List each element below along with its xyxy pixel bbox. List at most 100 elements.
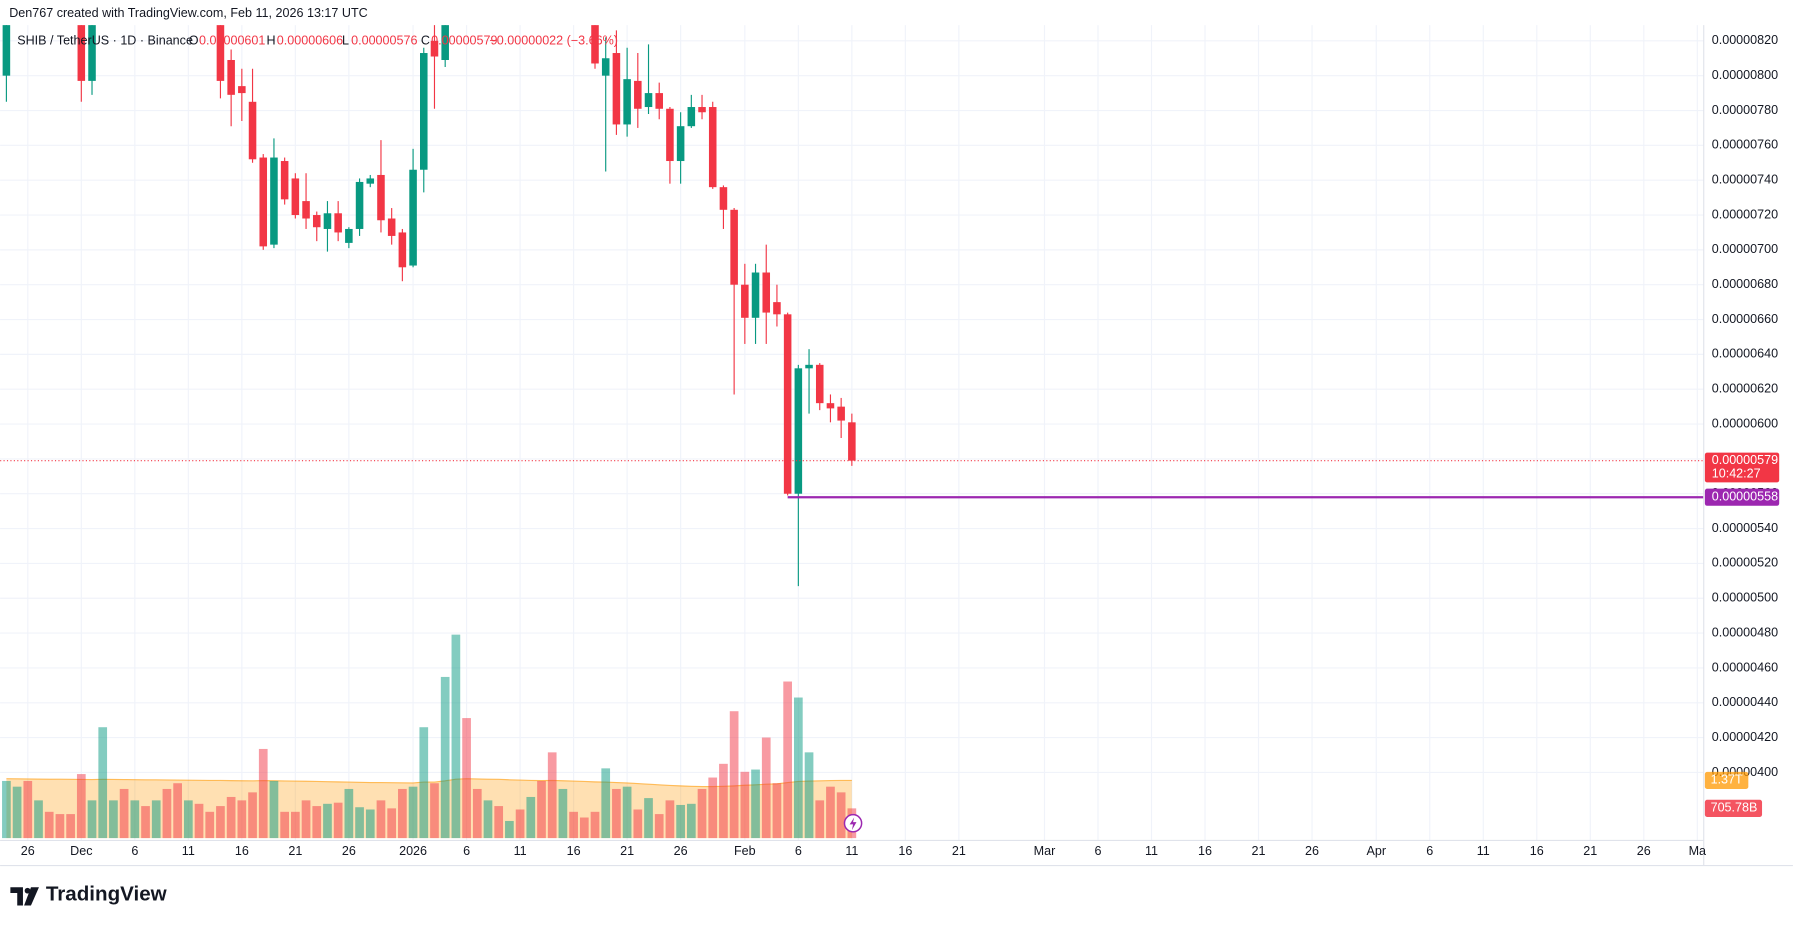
- x-tick-label: 16: [567, 844, 581, 858]
- y-tick-label: 0.00000500: [1712, 591, 1778, 605]
- y-tick-label: 0.00000640: [1712, 347, 1778, 361]
- volume-bar: [23, 780, 33, 839]
- volume-bar: [387, 808, 397, 839]
- x-tick-label: 6: [1094, 844, 1101, 858]
- last-price-label: 0.00000579: [1712, 453, 1778, 467]
- volume-bar: [644, 798, 653, 839]
- candle-body: [762, 272, 771, 313]
- x-tick-label: 6: [795, 844, 802, 858]
- x-tick-label: 11: [1145, 844, 1158, 858]
- volume-tag: [1704, 799, 1763, 817]
- x-tick-label: Mar: [1034, 844, 1056, 858]
- brand-logo: TradingView: [10, 883, 168, 906]
- x-tick-label: 21: [952, 844, 966, 858]
- x-tick-label: 11: [1477, 844, 1490, 858]
- ohlc-value: 0.00000576: [351, 33, 417, 47]
- candle-body: [815, 364, 824, 404]
- price-axis-panel: [1703, 0, 1793, 866]
- candle-body: [751, 272, 760, 318]
- volume-bar: [291, 811, 300, 839]
- volume-bar: [590, 811, 600, 839]
- y-tick-label: 0.00000480: [1712, 625, 1778, 639]
- x-tick-label: Ma: [1689, 844, 1706, 858]
- candle-body: [302, 201, 310, 219]
- volume-bar: [719, 763, 728, 839]
- brand-name: TradingView: [46, 883, 168, 906]
- volume-bar: [55, 814, 65, 839]
- candle-body: [848, 422, 856, 461]
- volume-bar: [772, 783, 782, 839]
- volume-bar: [216, 806, 225, 839]
- volume-bar: [472, 788, 482, 839]
- x-tick-label: 21: [1583, 844, 1597, 858]
- y-tick-label: 0.00000800: [1712, 68, 1778, 82]
- candle-body: [77, 25, 86, 81]
- volume-bar: [98, 727, 108, 839]
- x-tick-label: 21: [1252, 844, 1266, 858]
- candle-body: [312, 215, 321, 228]
- x-tick-label: 6: [1426, 844, 1433, 858]
- volume-bar: [612, 788, 621, 839]
- x-tick-label: 16: [1530, 844, 1544, 858]
- candle-body: [387, 218, 396, 236]
- x-tick-label: 26: [342, 844, 356, 858]
- volume-bar: [258, 748, 268, 839]
- candle-body: [741, 284, 749, 318]
- volume-bar: [205, 811, 215, 839]
- candle-body: [366, 178, 375, 184]
- volume-bar: [440, 676, 450, 839]
- volume-bar: [569, 811, 578, 839]
- horizontal-line-tag: [1704, 488, 1780, 506]
- countdown: 10:42:27: [1712, 467, 1761, 481]
- y-tick-label: 0.00000720: [1712, 207, 1778, 221]
- volume-bar: [451, 634, 461, 839]
- volume-bar: [751, 769, 760, 839]
- volume-bar: [194, 803, 204, 839]
- volume-bar: [815, 800, 825, 839]
- volume-bar: [526, 796, 536, 839]
- candle-body: [644, 93, 653, 108]
- y-tick-label: 0.00000420: [1712, 730, 1778, 744]
- axes: 0.00000820 0.00000800 0.00000780 0.00000760…: [0, 0, 1793, 867]
- x-tick-label: 21: [620, 844, 634, 858]
- volume-bar: [676, 804, 685, 839]
- x-tick-label: 11: [845, 844, 858, 858]
- y-tick-label: 0.00000780: [1712, 103, 1778, 117]
- candle-body: [355, 181, 364, 229]
- ohlc-key: H: [266, 33, 275, 47]
- grid: [0, 25, 1704, 841]
- y-tick-label: 0.00000740: [1712, 173, 1778, 187]
- candle-body: [88, 25, 96, 81]
- candle-body: [270, 157, 278, 245]
- x-tick-label: 16: [1198, 844, 1212, 858]
- x-tick-label: 6: [131, 844, 138, 858]
- y-tick-label: 0.00000440: [1712, 695, 1778, 709]
- y-tick-label: 0.00000660: [1712, 312, 1778, 326]
- volume-bar: [537, 780, 546, 839]
- volume-bar: [248, 792, 257, 839]
- candle-body: [227, 59, 235, 95]
- candle-body: [698, 107, 706, 113]
- volume-bar: [87, 800, 97, 839]
- volume-label: 705.78B: [1711, 801, 1758, 815]
- candle-body: [708, 107, 717, 188]
- volume-bar: [183, 800, 193, 839]
- volume-bar: [226, 796, 236, 839]
- volume-bar: [729, 711, 739, 839]
- volume-bar: [34, 800, 43, 839]
- volume-bar: [376, 800, 386, 839]
- volume-bar: [301, 800, 311, 839]
- candle-body: [634, 80, 642, 109]
- volume-bar: [804, 752, 814, 839]
- candle-body: [591, 25, 599, 64]
- candle-body: [676, 126, 685, 162]
- volume-bar: [408, 786, 418, 839]
- volume-bar: [697, 788, 707, 839]
- volume-bar: [2, 780, 11, 839]
- symbol: SHIB / TetherUS · 1D · Binance: [17, 33, 193, 47]
- y-tick-label: 0.00000680: [1712, 277, 1778, 291]
- ohlc-value: 0.00000579: [431, 33, 497, 47]
